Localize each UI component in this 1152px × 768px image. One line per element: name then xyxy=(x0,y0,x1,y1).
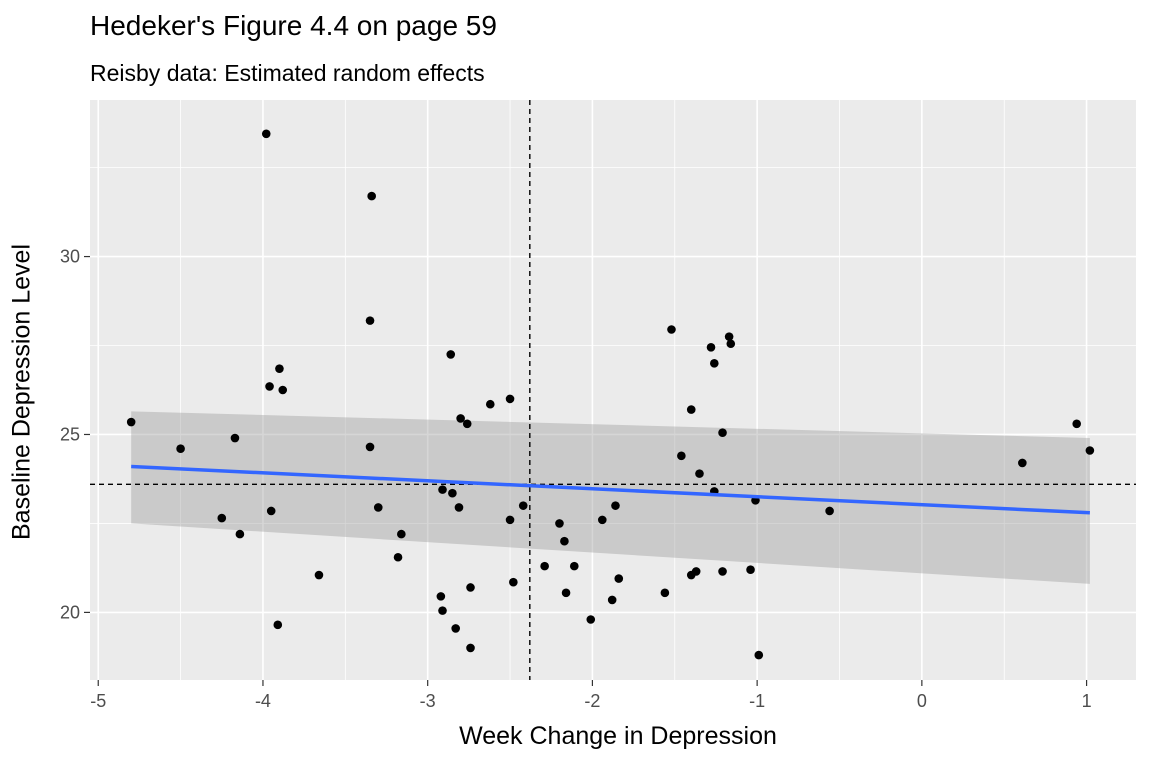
data-point xyxy=(540,561,549,571)
x-tick-label: -2 xyxy=(584,691,600,711)
data-point xyxy=(1085,446,1095,455)
data-point xyxy=(235,529,245,539)
x-tick-label: 0 xyxy=(917,691,927,711)
data-point xyxy=(397,529,406,539)
data-point xyxy=(485,399,495,409)
y-axis-label: Baseline Depression Level xyxy=(7,243,36,541)
y-tick-label: 30 xyxy=(60,247,80,267)
data-point xyxy=(261,129,271,139)
data-point xyxy=(446,350,456,359)
data-point xyxy=(176,444,185,454)
data-point xyxy=(393,552,403,562)
data-point xyxy=(438,485,447,494)
data-point xyxy=(746,565,755,574)
data-point xyxy=(451,624,460,633)
data-point xyxy=(278,385,288,395)
reference-lines xyxy=(90,100,1136,680)
data-point xyxy=(586,615,596,624)
data-point xyxy=(706,343,716,352)
data-point xyxy=(611,501,620,510)
data-point xyxy=(1072,419,1081,429)
data-point xyxy=(367,191,376,201)
confidence-band xyxy=(131,411,1090,584)
x-tick-label: -5 xyxy=(90,691,106,711)
x-axis-label: Week Change in Depression xyxy=(459,722,777,750)
data-point xyxy=(438,606,447,615)
data-point xyxy=(726,339,736,349)
data-point xyxy=(273,620,283,630)
data-point xyxy=(456,414,465,423)
chart-title: Hedeker's Figure 4.4 on page 59 xyxy=(90,10,497,41)
data-point xyxy=(560,536,569,546)
data-point xyxy=(597,515,607,525)
data-point xyxy=(365,442,375,452)
data-point xyxy=(691,567,701,576)
data-point xyxy=(561,588,571,598)
data-point xyxy=(607,595,617,605)
data-point xyxy=(509,577,518,587)
data-point xyxy=(466,643,475,653)
data-point xyxy=(462,419,472,429)
data-point xyxy=(217,513,227,523)
regression-line xyxy=(131,464,1090,515)
regression-line-layer xyxy=(131,464,1090,515)
plot-panel xyxy=(90,100,1136,680)
data-point xyxy=(275,364,284,373)
data-point xyxy=(266,506,276,516)
data-point xyxy=(718,567,727,576)
data-point xyxy=(686,405,696,414)
data-point xyxy=(677,451,686,461)
major-gridlines xyxy=(90,100,1136,680)
data-point xyxy=(724,332,734,341)
data-point xyxy=(569,561,579,571)
data-point xyxy=(265,382,274,391)
y-tick-label: 25 xyxy=(60,424,80,444)
data-point xyxy=(695,469,704,478)
data-point xyxy=(230,433,240,443)
data-point xyxy=(1018,458,1027,468)
data-point xyxy=(754,650,764,660)
data-point xyxy=(825,506,834,516)
data-point xyxy=(710,359,719,368)
data-point xyxy=(365,316,375,325)
x-tick-label: -1 xyxy=(749,691,765,711)
y-tick-label: 20 xyxy=(60,602,80,622)
data-point xyxy=(614,574,624,583)
data-point xyxy=(454,503,464,512)
data-point xyxy=(373,503,383,512)
data-point xyxy=(436,592,446,601)
data-point xyxy=(448,488,457,498)
data-point xyxy=(126,417,136,427)
data-point xyxy=(555,519,564,528)
data-point xyxy=(314,570,324,580)
chart-subtitle: Reisby data: Estimated random effects xyxy=(90,60,485,86)
x-tick-label: 1 xyxy=(1082,691,1092,711)
data-point xyxy=(505,394,515,404)
data-point xyxy=(505,515,515,525)
x-tick-label: -4 xyxy=(255,691,271,711)
data-point xyxy=(660,588,670,598)
data-point xyxy=(466,583,475,592)
confidence-ribbon-layer xyxy=(131,411,1090,584)
minor-gridlines xyxy=(90,100,1136,680)
axes-layer: -5 -4 -3 -2 -1 0 1 20 25 30 xyxy=(60,247,1092,711)
data-point xyxy=(518,501,528,510)
points-layer xyxy=(126,129,1095,660)
data-point xyxy=(667,325,676,334)
data-point xyxy=(718,428,727,437)
x-tick-label: -3 xyxy=(420,691,436,711)
